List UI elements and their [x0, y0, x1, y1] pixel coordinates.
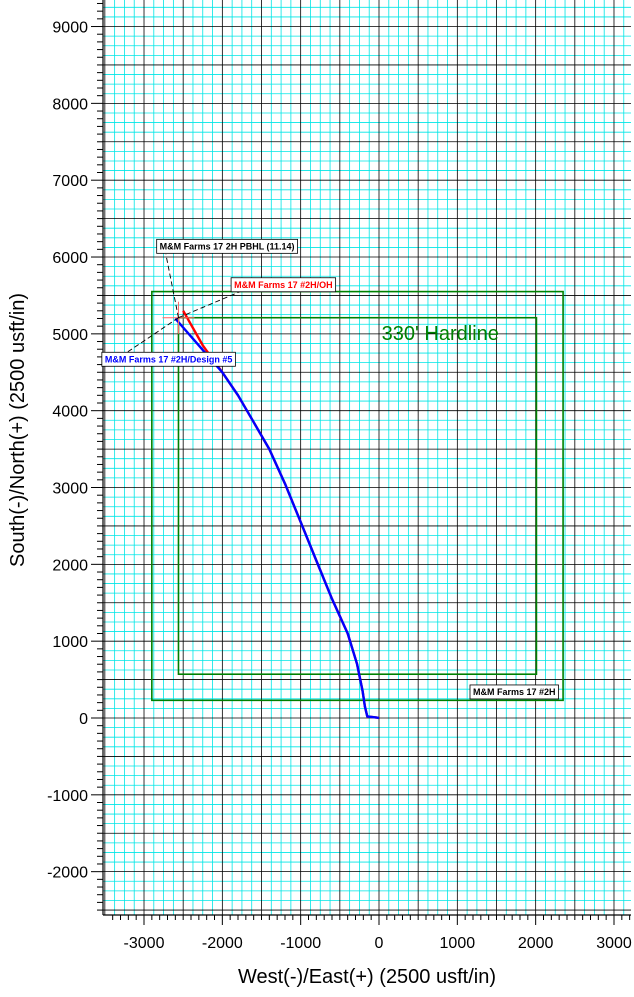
x-tick-label: -3000 — [124, 935, 165, 952]
x-axis-title: West(-)/East(+) (2500 usft/in) — [238, 966, 496, 988]
minor-grid — [103, 0, 631, 915]
hardline-box-outer — [151, 290, 564, 702]
planned-well-path — [174, 317, 380, 720]
x-tick-label: 3000 — [596, 935, 632, 952]
design-path-label-box — [101, 351, 236, 367]
y-tick-label: 6000 — [52, 250, 88, 267]
pbhl-leader-line — [165, 254, 179, 318]
y-tick-label: -1000 — [47, 788, 88, 805]
y-tick-label: 5000 — [52, 327, 88, 344]
actual-path-label-box — [230, 277, 337, 293]
y-tick-label: 0 — [79, 711, 88, 728]
wellhead-label: M&M Farms 17 #2H — [473, 687, 556, 697]
y-tick-label: 9000 — [52, 20, 88, 37]
y-tick-label: -2000 — [47, 865, 88, 882]
x-tick-label: -1000 — [280, 935, 321, 952]
y-tick-label: 7000 — [52, 173, 88, 190]
y-tick-label: 2000 — [52, 557, 88, 574]
plot-frame — [102, 0, 631, 916]
design-leader-line — [108, 317, 179, 365]
oh-leader-line — [178, 290, 243, 319]
hardline-boxes — [151, 290, 564, 702]
hardline-label: 330' Hardline — [382, 323, 499, 345]
wellhead-label-box — [469, 684, 559, 700]
y-tick-label: 8000 — [52, 96, 88, 113]
major-grid — [103, 0, 631, 915]
y-tick-label: 4000 — [52, 404, 88, 421]
x-tick-label: 1000 — [440, 935, 476, 952]
actual-path-label: M&M Farms 17 #2H/OH — [234, 280, 333, 290]
x-tick-label: -2000 — [202, 935, 243, 952]
axis-ticks: -3000 -2000 -1000 0 1000 2000 3000 -2000 -1000 0 1… — [47, 2, 632, 952]
y-tick-label: 3000 — [52, 481, 88, 498]
hardline-box-inner — [177, 316, 538, 676]
x-tick-label: 2000 — [518, 935, 554, 952]
y-tick-label: 1000 — [52, 634, 88, 651]
y-axis-title: South(-)/North(+) (2500 usft/in) — [7, 293, 29, 567]
well-paths — [174, 310, 380, 720]
annotations: 330' Hardline M&M Farms 17 #2H M&M Farms 1… — [101, 238, 559, 700]
x-tick-label: 0 — [375, 935, 384, 952]
pbhl-label-box — [156, 238, 298, 254]
design-path-label: M&M Farms 17 #2H/Design #5 — [105, 354, 233, 364]
pbhl-label: M&M Farms 17 2H PBHL (11.14) — [160, 241, 295, 251]
